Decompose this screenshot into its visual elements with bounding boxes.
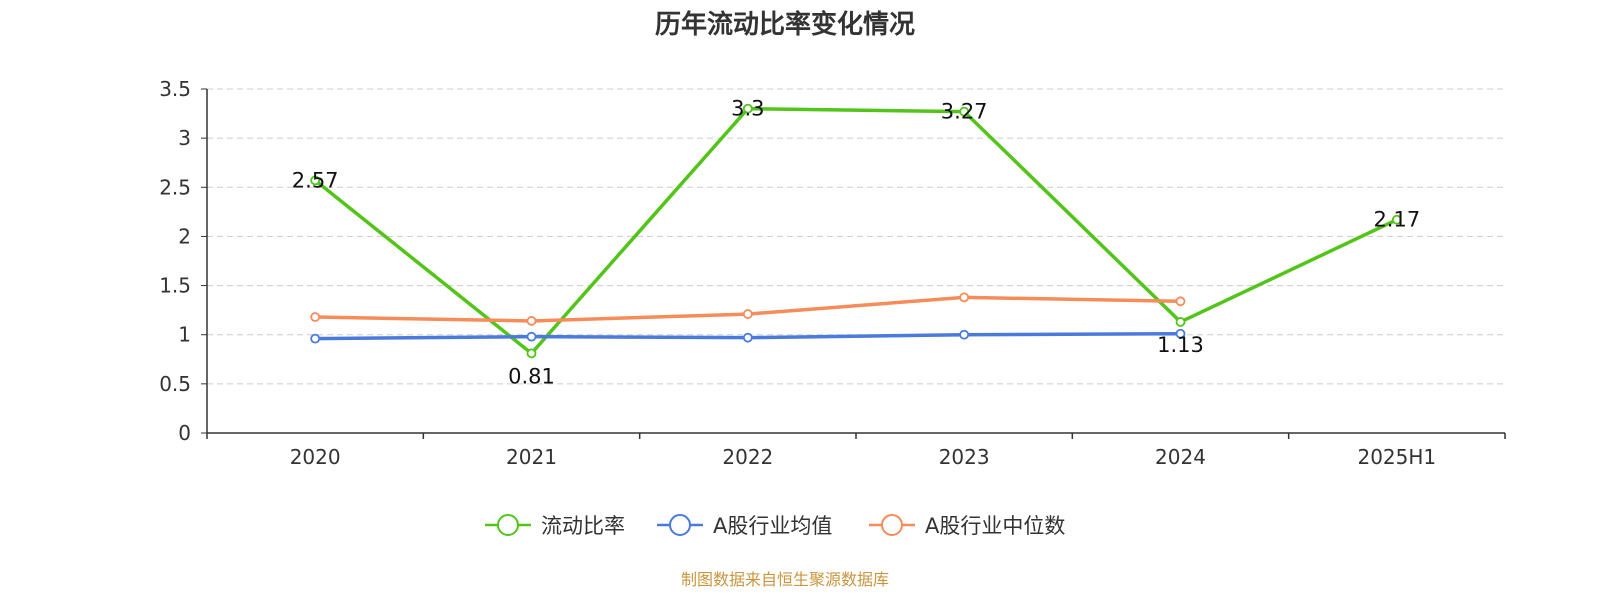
x-tick-label: 2021 [506,445,557,469]
data-point [526,331,537,342]
x-tick-label: 2024 [1155,445,1206,469]
data-label: 2.17 [1373,208,1420,232]
legend-label-2: A股行业中位数 [925,514,1065,538]
y-tick-label: 0.5 [159,372,191,396]
data-point [310,175,321,186]
y-tick-label: 1.5 [159,274,191,298]
data-point [526,316,537,326]
y-tick-label: 2.5 [159,175,191,199]
x-tick-label: 2025H1 [1357,445,1436,469]
series-line-0 [314,106,1398,356]
data-point [526,348,537,359]
data-point [742,103,753,114]
legend-marker-1 [669,514,691,536]
y-tick-label: 0 [178,421,191,445]
legend-label-1: A股行业均值 [713,514,832,538]
data-point [1175,296,1186,307]
x-tick-label: 2023 [939,445,990,469]
data-point [959,106,970,117]
x-tick-label: 2020 [290,445,341,469]
x-tick-label: 2022 [722,445,773,469]
grid-lines [207,88,1505,385]
chart-title: 历年流动比率变化情况 [655,9,915,40]
data-label: 3.27 [941,100,988,124]
data-point [742,309,753,319]
data-point [1175,328,1186,339]
legend-marker-0 [497,514,519,536]
source-note: 制图数据来自恒生聚源数据库 [681,570,889,589]
series-group [310,103,1402,359]
y-tick-label: 1 [178,323,191,347]
data-label: 2.57 [292,168,339,192]
data-point [310,312,321,322]
y-tick-label: 2 [178,224,191,248]
data-point [1175,317,1186,327]
data-label: 0.81 [508,364,555,388]
y-tick-label: 3 [178,126,191,150]
data-label: 3.3 [731,97,764,121]
legend-marker-2 [881,514,903,536]
axes: 0 0.5 1 1.5 2 2.5 3 3.5 2020 2021 2022 2023 2024 2025… [159,77,1506,469]
legend-label-0: 流动比率 [541,514,625,538]
data-point [742,332,753,343]
data-label: 1.13 [1157,333,1204,357]
legend[interactable]: 流动比率 A股行业均值 A股行业中位数 [485,514,1065,538]
data-point [959,329,970,340]
y-tick-label: 3.5 [159,77,191,101]
data-labels: 2.57 0.81 3.3 3.27 1.13 2.17 [292,97,1420,389]
data-point [310,333,321,344]
data-point [959,292,970,303]
data-point [1391,214,1402,225]
